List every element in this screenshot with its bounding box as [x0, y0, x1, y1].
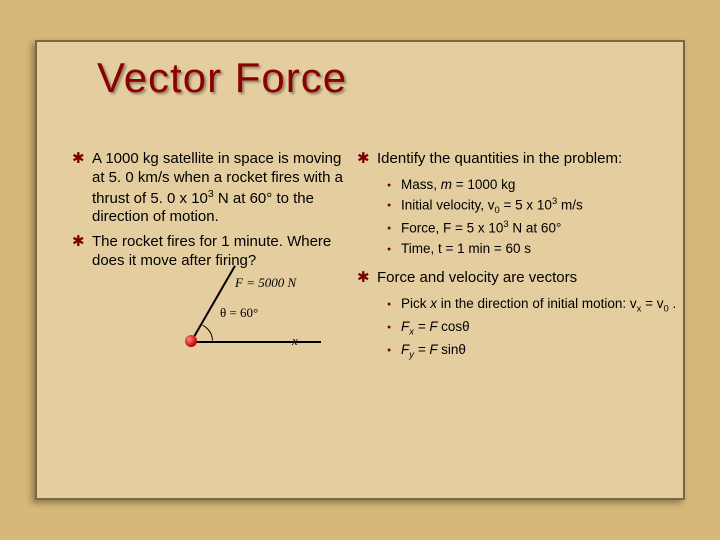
- bullet-vectors: ✱ Force and velocity are vectors: [357, 269, 682, 288]
- slide-title: Vector Force: [97, 54, 347, 102]
- bullet-text: Identify the quantities in the problem:: [377, 150, 622, 169]
- sub-mass: ● Mass, m = 1000 kg: [387, 175, 682, 195]
- sub-pick-x: ● Pick x in the direction of initial mot…: [387, 294, 682, 317]
- bullet-text: The rocket fires for 1 minute. Where doe…: [92, 233, 347, 271]
- right-column: ✱ Identify the quantities in the problem…: [357, 150, 682, 371]
- dot-icon: ●: [387, 294, 401, 317]
- axis-label: x: [292, 333, 298, 349]
- spacer: [357, 259, 682, 269]
- dot-icon: ●: [387, 340, 401, 363]
- force-diagram: F = 5000 N θ = 60° x: [177, 281, 337, 371]
- sub-fx: ● Fx = F cosθ: [387, 317, 682, 340]
- bullet-rocket-fires: ✱ The rocket fires for 1 minute. Where d…: [72, 233, 347, 271]
- bullet-text: A 1000 kg satellite in space is moving a…: [92, 150, 347, 227]
- sub-text: Initial velocity, v0 = 5 x 103 m/s: [401, 195, 583, 218]
- content-columns: ✱ A 1000 kg satellite in space is moving…: [72, 150, 682, 371]
- sub-text: Mass, m = 1000 kg: [401, 175, 515, 195]
- sub-force: ● Force, F = 5 x 103 N at 60°: [387, 218, 682, 239]
- gear-icon: ✱: [72, 150, 92, 227]
- sub-fy: ● Fy = F sinθ: [387, 340, 682, 363]
- left-column: ✱ A 1000 kg satellite in space is moving…: [72, 150, 347, 371]
- sub-text: Force, F = 5 x 103 N at 60°: [401, 218, 561, 239]
- dot-icon: ●: [387, 317, 401, 340]
- x-axis-line: [191, 341, 321, 343]
- sub-time: ● Time, t = 1 min = 60 s: [387, 239, 682, 259]
- slide-frame: Vector Force ✱ A 1000 kg satellite in sp…: [35, 40, 685, 500]
- gear-icon: ✱: [357, 150, 377, 169]
- sub-text: Fy = F sinθ: [401, 340, 466, 363]
- gear-icon: ✱: [357, 269, 377, 288]
- gear-icon: ✱: [72, 233, 92, 271]
- dot-icon: ●: [387, 239, 401, 259]
- angle-label: θ = 60°: [220, 305, 258, 321]
- force-label: F = 5000 N: [235, 275, 296, 291]
- sub-text: Time, t = 1 min = 60 s: [401, 239, 531, 259]
- dot-icon: ●: [387, 218, 401, 239]
- force-vector-line: [190, 265, 236, 342]
- satellite-dot: [185, 335, 197, 347]
- bullet-identify: ✱ Identify the quantities in the problem…: [357, 150, 682, 169]
- sub-velocity: ● Initial velocity, v0 = 5 x 103 m/s: [387, 195, 682, 218]
- bullet-text: Force and velocity are vectors: [377, 269, 577, 288]
- dot-icon: ●: [387, 195, 401, 218]
- sub-text: Pick x in the direction of initial motio…: [401, 294, 676, 317]
- bullet-satellite: ✱ A 1000 kg satellite in space is moving…: [72, 150, 347, 227]
- sub-text: Fx = F cosθ: [401, 317, 470, 340]
- dot-icon: ●: [387, 175, 401, 195]
